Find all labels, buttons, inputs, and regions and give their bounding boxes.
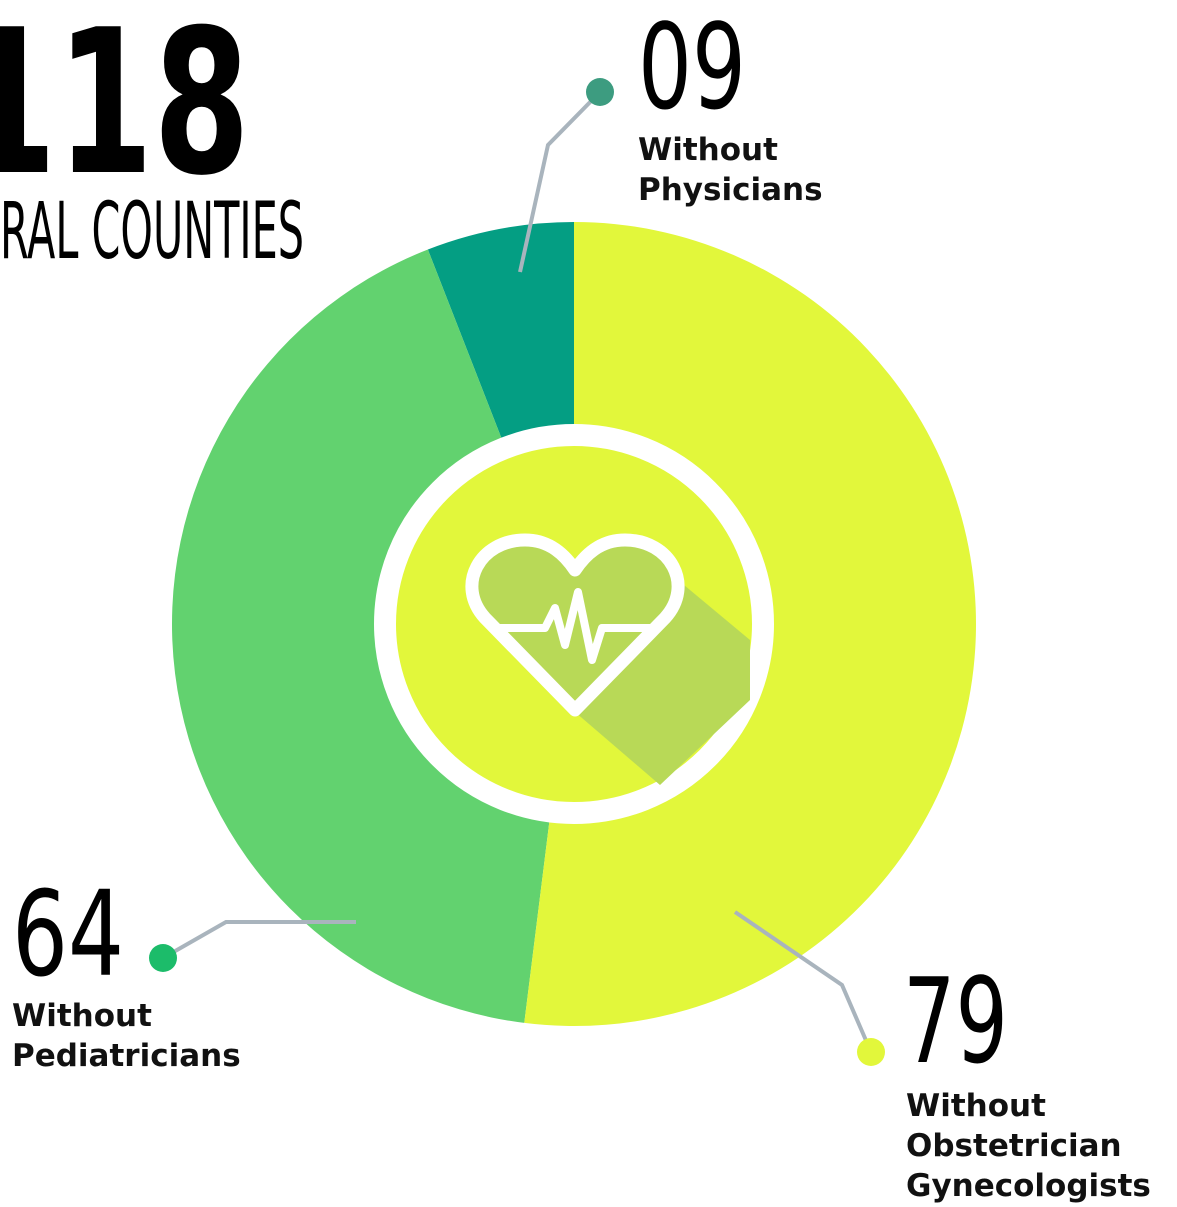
dot	[857, 1038, 885, 1066]
leader-line	[518, 90, 602, 273]
category-label: Without Physicians	[638, 132, 823, 208]
donut-segment	[524, 222, 977, 1026]
category-label: Without Obstetrician Gynecologists	[906, 1088, 1151, 1204]
dot	[149, 944, 177, 972]
leader-line	[733, 910, 873, 1053]
category-label: Without Pediatricians	[12, 998, 241, 1074]
value-label: 79	[903, 952, 1008, 1090]
donut-segment	[171, 249, 550, 1023]
value-label: 64	[12, 865, 124, 1003]
donut-segment	[427, 222, 574, 443]
heart-icon	[465, 533, 750, 785]
value-label: 09	[638, 0, 746, 136]
donut	[171, 222, 977, 1026]
pulse	[500, 588, 655, 664]
leader-line	[162, 920, 356, 960]
leaders	[162, 90, 873, 1053]
heart	[465, 533, 685, 717]
dot	[586, 78, 614, 106]
icon-shadow	[575, 565, 750, 785]
chart-subtitle: RAL COUNTIES	[0, 187, 304, 277]
chart-title: 118	[0, 0, 250, 220]
